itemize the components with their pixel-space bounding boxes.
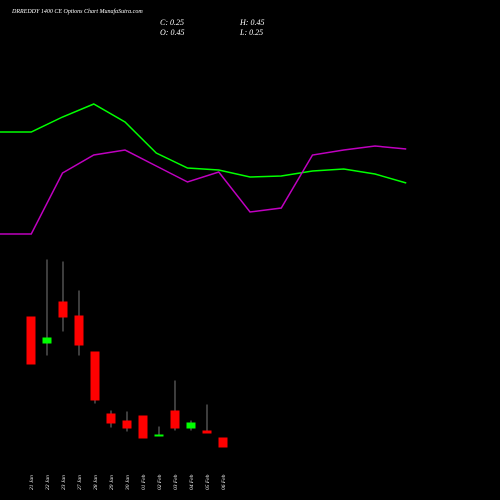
summary: H: 0.45: [239, 18, 264, 27]
candle-body: [26, 316, 36, 365]
summary: O: 0.45: [160, 28, 184, 37]
candle-body: [202, 430, 212, 434]
candle-body: [58, 301, 68, 318]
candle-body: [186, 422, 196, 429]
x-tick-label: 04 Feb: [188, 474, 195, 490]
x-tick-label: 22 Jan: [45, 475, 51, 490]
candle-body: [218, 437, 228, 448]
candle-body: [74, 315, 84, 346]
x-tick-label: 03 Feb: [173, 474, 179, 490]
x-tick-label: 23 Jan: [61, 475, 67, 490]
candle-body: [170, 410, 180, 429]
candle-body: [122, 420, 132, 429]
x-tick-label: 27 Jan: [77, 475, 83, 490]
candle-body: [106, 413, 116, 424]
line-series: [0, 145, 407, 235]
x-tick-label: 06 Feb: [221, 474, 227, 490]
x-tick-label: 28 Jan: [93, 475, 99, 490]
x-tick-label: 29 Jan: [109, 475, 115, 490]
candle-body: [138, 415, 148, 439]
summary: C: 0.25: [160, 18, 184, 27]
chart-title: DRREDDY 1400 CE Options Chart MunafaSutr…: [11, 8, 143, 15]
x-tick-label: 30 Jan: [125, 475, 131, 491]
line-series: [0, 103, 407, 184]
x-tick-label: 05 Feb: [205, 474, 211, 490]
candle-body: [90, 351, 100, 401]
x-tick-label: 21 Jan: [29, 475, 35, 490]
candle-body: [42, 337, 52, 344]
summary: L: 0.25: [239, 28, 263, 37]
candle-body: [154, 434, 164, 437]
x-tick-label: 02 Feb: [157, 474, 163, 490]
x-tick-label: 01 Feb: [141, 474, 147, 490]
